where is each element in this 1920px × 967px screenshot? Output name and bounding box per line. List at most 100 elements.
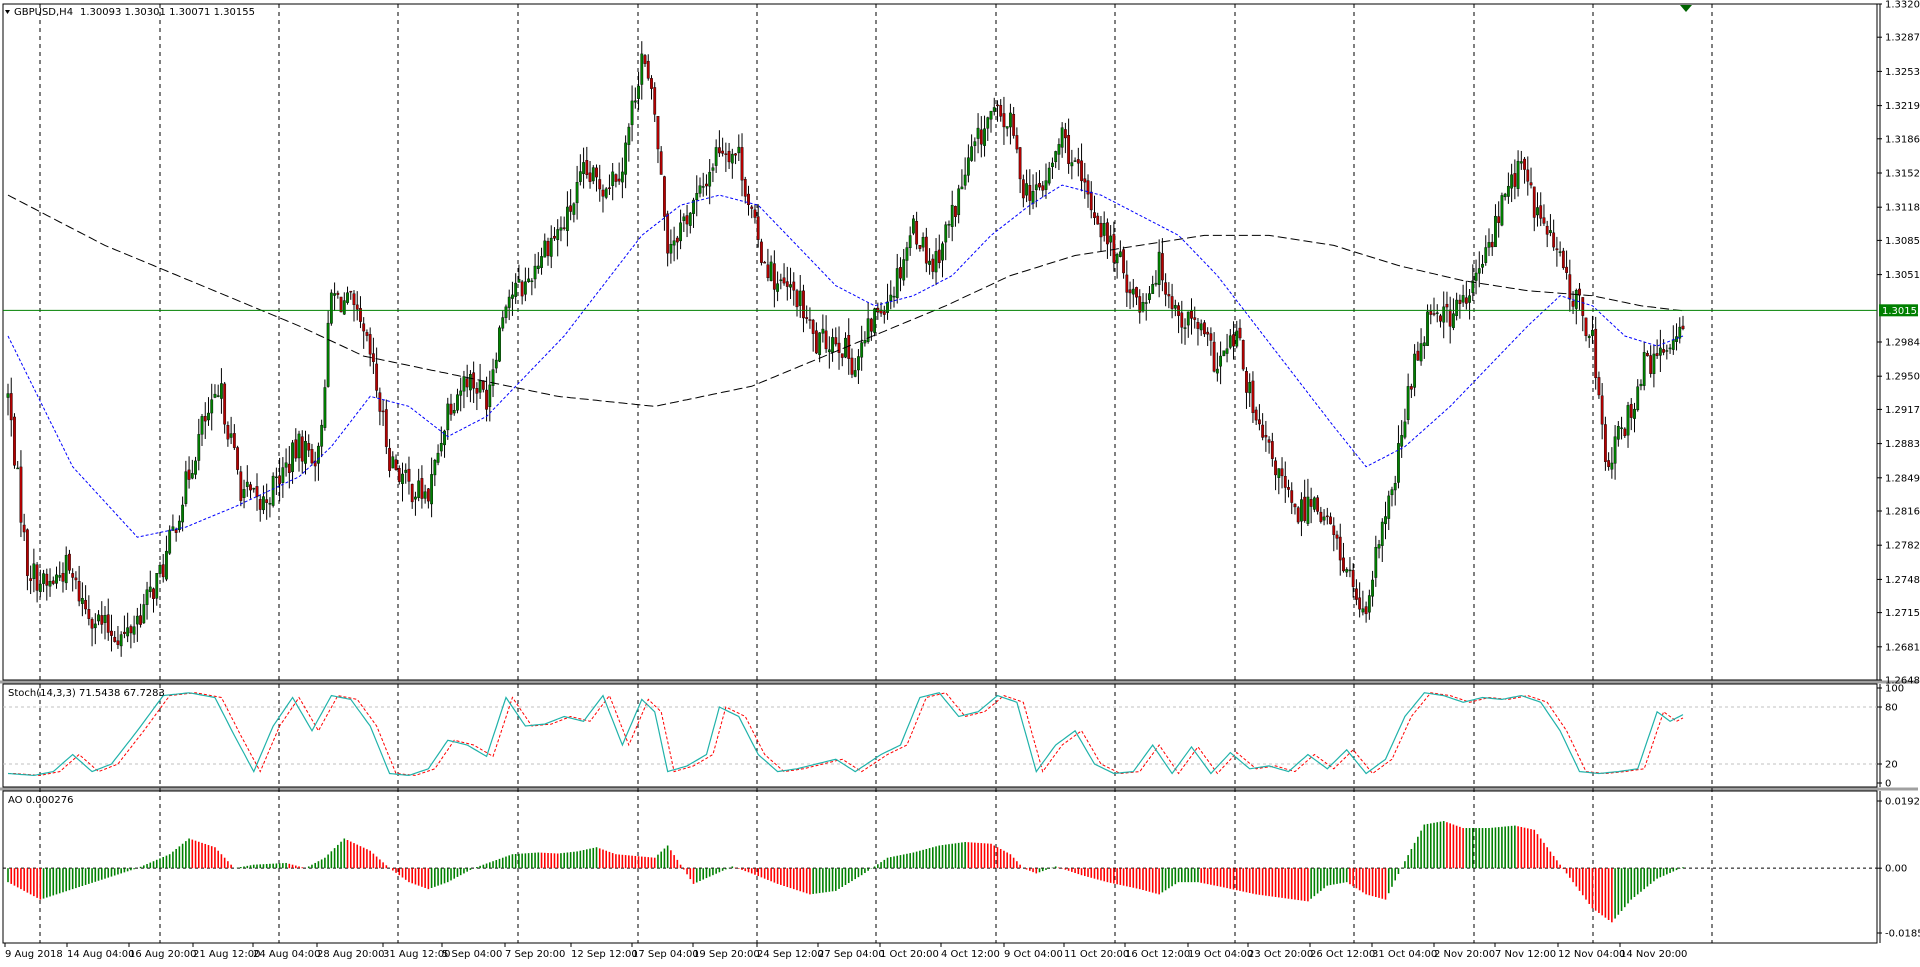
bull-candle	[711, 167, 715, 171]
bear-candle	[1193, 317, 1197, 320]
bull-candle	[1574, 290, 1578, 309]
bull-candle	[181, 504, 185, 523]
bull-candle	[430, 474, 434, 505]
bull-candle	[1503, 193, 1507, 198]
price-tick-label: 1.29840	[1885, 338, 1920, 349]
price-tick-label: 1.26480	[1885, 676, 1920, 687]
bull-candle	[637, 85, 640, 99]
bear-candle	[1238, 327, 1242, 339]
bull-candle	[591, 167, 595, 182]
ao-pane[interactable]	[2, 790, 1878, 944]
price-tick-label: 1.32190	[1885, 101, 1920, 112]
bull-candle	[992, 107, 996, 112]
bear-candle	[1594, 328, 1598, 379]
bull-candle	[333, 293, 336, 296]
bull-candle	[1225, 348, 1229, 354]
bull-candle	[1452, 313, 1455, 328]
bear-candle	[68, 553, 71, 571]
bear-candle	[1338, 536, 1342, 561]
bear-candle	[1170, 296, 1174, 309]
bull-candle	[1675, 336, 1678, 342]
bull-candle	[38, 583, 42, 592]
bull-candle	[274, 476, 278, 479]
bear-candle	[161, 564, 165, 578]
ma-slow-line	[7, 194, 1684, 407]
bear-candle	[35, 564, 39, 591]
bull-candle	[860, 342, 864, 358]
bull-candle	[960, 186, 964, 190]
bull-candle	[190, 473, 194, 479]
bull-candle	[523, 281, 527, 295]
bull-candle	[530, 280, 534, 283]
bear-candle	[808, 319, 812, 321]
bear-candle	[1274, 460, 1277, 476]
bull-candle	[165, 550, 168, 580]
bear-candle	[869, 318, 873, 332]
bull-candle	[517, 279, 521, 283]
bull-candle	[478, 380, 482, 393]
bear-candle	[588, 172, 592, 182]
bear-candle	[1041, 185, 1045, 191]
bear-candle	[937, 249, 941, 264]
bull-candle	[1403, 421, 1407, 438]
bull-candle	[1633, 408, 1636, 419]
price-tick-label: 1.32870	[1885, 33, 1920, 44]
bear-candle	[847, 335, 851, 359]
price-tick-label: 1.31860	[1885, 134, 1920, 145]
bull-candle	[1506, 185, 1510, 197]
bear-candle	[255, 486, 259, 497]
bear-candle	[772, 263, 776, 290]
bear-candle	[1028, 185, 1032, 201]
bear-candle	[1655, 353, 1659, 356]
bull-candle	[135, 615, 139, 625]
stochastic-pane[interactable]	[2, 683, 1878, 788]
bull-candle	[886, 301, 889, 313]
bull-candle	[1487, 242, 1491, 248]
bear-candle	[1303, 496, 1307, 521]
bull-candle	[501, 317, 505, 329]
bull-candle	[873, 308, 877, 333]
time-tick-label: 7 Sep 20:00	[505, 949, 565, 960]
time-tick-label: 24 Aug 04:00	[253, 949, 320, 960]
bull-candle	[1144, 302, 1148, 304]
bull-candle	[1377, 544, 1381, 549]
bear-candle	[365, 332, 369, 336]
bear-candle	[45, 573, 49, 586]
time-tick-label: 12 Sep 12:00	[571, 949, 638, 960]
price-tick-label: 1.30850	[1885, 236, 1920, 247]
bull-candle	[452, 410, 456, 414]
pane-separator-2[interactable]	[0, 787, 1918, 791]
bull-candle	[1277, 468, 1281, 478]
bull-candle	[543, 240, 547, 258]
bear-candle	[152, 588, 155, 599]
bull-candle	[578, 171, 582, 182]
bull-candle	[48, 581, 52, 587]
bull-candle	[391, 456, 395, 469]
bear-candle	[1539, 205, 1543, 219]
bear-candle	[805, 317, 809, 319]
bull-candle	[989, 110, 993, 120]
bear-candle	[1190, 310, 1193, 319]
bull-candle	[1455, 299, 1459, 316]
time-tick-label: 24 Sep 12:00	[757, 949, 824, 960]
bull-candle	[103, 614, 107, 623]
bull-candle	[504, 306, 508, 318]
bull-candle	[1141, 301, 1145, 312]
bear-candle	[562, 227, 566, 229]
bull-candle	[155, 573, 159, 599]
collapse-arrow-icon[interactable]	[5, 10, 10, 14]
pane-separator-1[interactable]	[0, 680, 1918, 684]
bull-candle	[342, 300, 346, 315]
bear-candle	[1203, 322, 1206, 335]
bear-candle	[475, 388, 479, 394]
time-tick-label: 16 Aug 20:00	[129, 949, 196, 960]
bull-candle	[1400, 435, 1404, 447]
bear-candle	[420, 478, 424, 499]
bear-candle	[899, 267, 902, 279]
bull-candle	[941, 243, 944, 261]
bear-candle	[1280, 468, 1284, 477]
bull-candle	[1426, 311, 1429, 346]
